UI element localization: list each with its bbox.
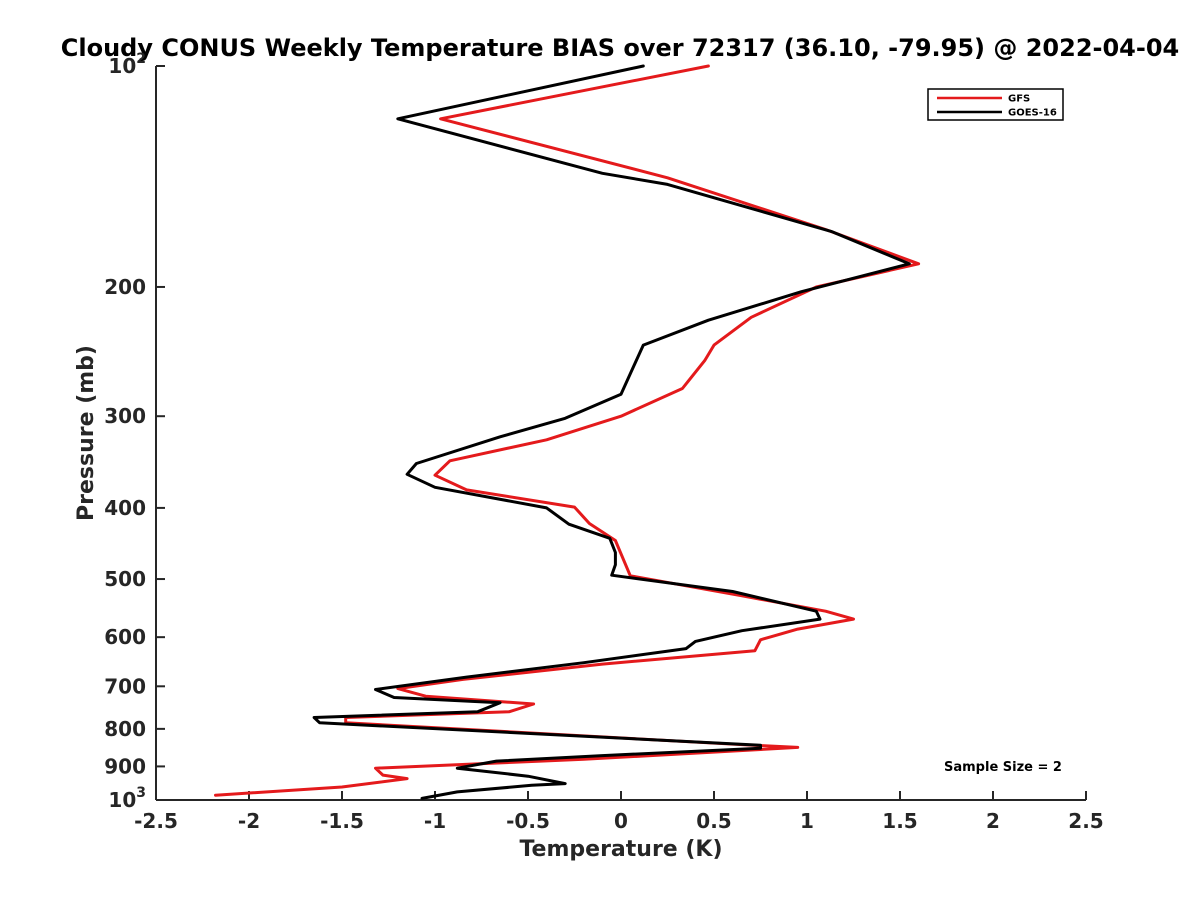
legend-label: GOES-16 [1008, 108, 1057, 119]
series-line-gfs [214, 64, 921, 797]
y-tick-label: 200 [104, 275, 146, 299]
plot-area: -2.5 -2 -1.5 -1 -0.5 0 0.5 1 1.5 2 2.5 10220030040… [104, 51, 1103, 833]
y-tick-base: 10 [108, 54, 136, 78]
x-tick-label: -0.5 [506, 809, 550, 833]
y-tick-exponent: 3 [136, 785, 146, 801]
y-tick-label: 500 [104, 567, 146, 591]
y-tick-exponent: 2 [136, 51, 146, 67]
legend-items: GFS GOES-16 [937, 94, 1057, 119]
series-line-goes-16 [312, 64, 911, 800]
y-tick-label: 400 [104, 496, 146, 520]
legend-box [927, 88, 1064, 121]
x-tick-label: -2.5 [134, 809, 178, 833]
y-tick-label: 800 [104, 717, 146, 741]
y-tick-label: 600 [104, 625, 146, 649]
chart-title: Cloudy CONUS Weekly Temperature BIAS ove… [61, 34, 1179, 62]
x-tick-label: -1.5 [320, 809, 364, 833]
y-tick-label: 102 [108, 51, 146, 78]
x-tick-label: -1 [424, 809, 446, 833]
y-tick-base: 10 [108, 788, 136, 812]
y-axis-label: Pressure (mb) [74, 345, 99, 521]
legend: GFS GOES-16 [927, 88, 1064, 121]
x-tick-label: 1 [800, 809, 814, 833]
x-axis-label: Temperature (K) [519, 837, 722, 862]
x-tick-label: -2 [238, 809, 260, 833]
x-tick-label: 0.5 [696, 809, 731, 833]
y-tick-label: 103 [108, 785, 146, 812]
x-ticks: -2.5 -2 -1.5 -1 -0.5 0 0.5 1 1.5 2 2.5 [134, 791, 1104, 833]
x-tick-label: 2.5 [1068, 809, 1103, 833]
x-tick-label: 2 [986, 809, 1000, 833]
x-tick-label: 0 [614, 809, 628, 833]
y-tick-label: 900 [104, 754, 146, 778]
legend-label: GFS [1008, 94, 1030, 105]
y-tick-label: 300 [104, 404, 146, 428]
y-tick-label: 700 [104, 674, 146, 698]
sample-size-annotation: Sample Size = 2 [944, 760, 1062, 775]
series-lines [214, 64, 921, 800]
x-tick-label: 1.5 [882, 809, 917, 833]
